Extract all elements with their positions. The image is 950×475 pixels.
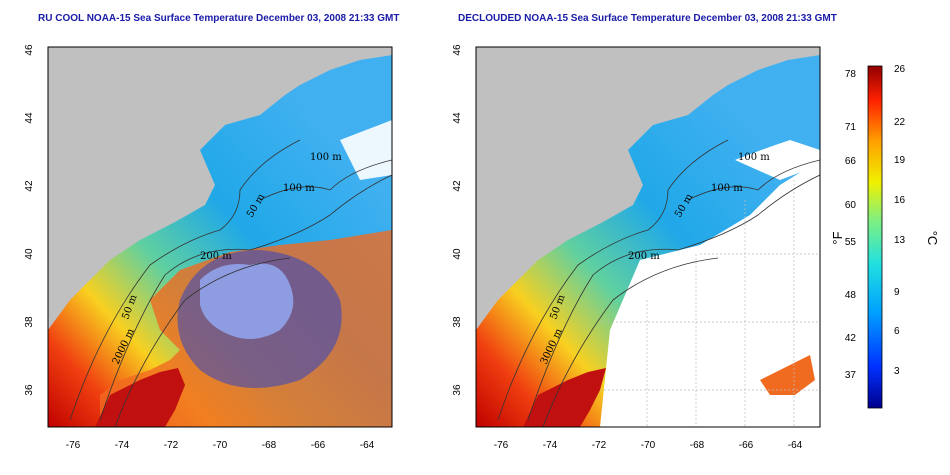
fahrenheit-tick: 66 xyxy=(845,156,857,167)
fahrenheit-tick: 55 xyxy=(845,237,857,248)
right-map-frame xyxy=(475,46,821,428)
right-lat-axis: 36 38 40 42 44 46 xyxy=(452,44,463,396)
lon-tick-label: -74 xyxy=(543,440,558,451)
isobath-deep xyxy=(114,257,291,427)
fahrenheit-tick: 42 xyxy=(845,333,857,344)
lon-tick-label: -76 xyxy=(494,440,509,451)
contour-label: 200 m xyxy=(628,251,660,262)
fahrenheit-tick: 78 xyxy=(845,69,857,80)
celsius-tick: 16 xyxy=(894,195,906,206)
isobath-deep xyxy=(542,257,719,427)
contour-label: 100 m xyxy=(711,183,743,194)
lat-tick-label: 44 xyxy=(24,112,35,124)
lon-tick-label: -68 xyxy=(690,440,705,451)
isobath-100m xyxy=(687,159,820,201)
lon-tick-label: -72 xyxy=(592,440,607,451)
fahrenheit-tick: 60 xyxy=(845,200,857,211)
lon-tick-label: -74 xyxy=(115,440,130,451)
contour-label: 100 m xyxy=(310,152,342,163)
lat-tick-label: 36 xyxy=(24,384,35,396)
colorbar-gradient xyxy=(867,65,883,409)
fahrenheit-tick: 37 xyxy=(845,370,857,381)
isobath-200m xyxy=(99,174,392,421)
lat-tick-label: 46 xyxy=(452,44,463,56)
left-map-title: RU COOL NOAA-15 Sea Surface Temperature … xyxy=(38,13,400,24)
lon-tick-label: -76 xyxy=(66,440,81,451)
cloud-streak xyxy=(177,250,342,388)
lat-tick-label: 42 xyxy=(24,180,35,192)
celsius-tick: 3 xyxy=(894,366,900,377)
offshore-cloud xyxy=(340,120,392,180)
fahrenheit-unit-label: °F xyxy=(830,231,845,244)
gulf-stream xyxy=(523,368,606,427)
contour-label: 100 m xyxy=(738,152,770,163)
celsius-tick: 13 xyxy=(894,235,906,246)
lat-tick-label: 38 xyxy=(452,316,463,328)
cloud-mask xyxy=(735,140,820,180)
fahrenheit-tick: 71 xyxy=(845,122,857,133)
celsius-tick: 19 xyxy=(894,155,906,166)
lat-tick-label: 40 xyxy=(452,248,463,260)
right-map-title: DECLOUDED NOAA-15 Sea Surface Temperatur… xyxy=(458,13,837,24)
warm-slope-water xyxy=(760,355,815,395)
isobath-100m xyxy=(259,159,392,201)
contour-label: 100 m xyxy=(283,183,315,194)
right-lon-axis: -76 -74 -72 -70 -68 -66 -64 xyxy=(494,440,803,451)
isobath-200m xyxy=(527,174,820,421)
contour-label: 200 m xyxy=(200,251,232,262)
celsius-tick: 26 xyxy=(894,64,906,75)
lon-tick-label: -66 xyxy=(739,440,754,451)
lon-tick-label: -70 xyxy=(213,440,228,451)
cloud-mask xyxy=(600,160,820,427)
lon-tick-label: -66 xyxy=(311,440,326,451)
celsius-tick: 22 xyxy=(894,117,906,128)
celsius-tick: 6 xyxy=(894,326,900,337)
lon-tick-label: -68 xyxy=(262,440,277,451)
celsius-tick: 9 xyxy=(894,287,900,298)
lat-tick-label: 36 xyxy=(452,384,463,396)
fahrenheit-tick: 48 xyxy=(845,290,857,301)
left-map-frame xyxy=(47,46,393,428)
isobath-50m xyxy=(69,139,301,421)
lat-tick-label: 46 xyxy=(24,44,35,56)
colorbar: 78 71 66 60 55 48 42 37 26 22 19 16 13 9… xyxy=(830,64,940,409)
lon-tick-label: -64 xyxy=(360,440,375,451)
gulf-stream xyxy=(95,368,185,427)
lon-tick-label: -64 xyxy=(788,440,803,451)
lat-tick-label: 44 xyxy=(452,112,463,124)
isobath-50m xyxy=(497,139,729,421)
lon-tick-label: -70 xyxy=(641,440,656,451)
lat-tick-label: 40 xyxy=(24,248,35,260)
left-map-area xyxy=(48,47,392,427)
right-map-area xyxy=(476,47,820,427)
celsius-unit-label: °C xyxy=(925,231,940,246)
left-lon-axis: -76 -74 -72 -70 -68 -66 -64 xyxy=(66,440,375,451)
lat-tick-label: 38 xyxy=(24,316,35,328)
lon-tick-label: -72 xyxy=(164,440,179,451)
lat-tick-label: 42 xyxy=(452,180,463,192)
left-lat-axis: 36 38 40 42 44 46 xyxy=(24,44,35,396)
